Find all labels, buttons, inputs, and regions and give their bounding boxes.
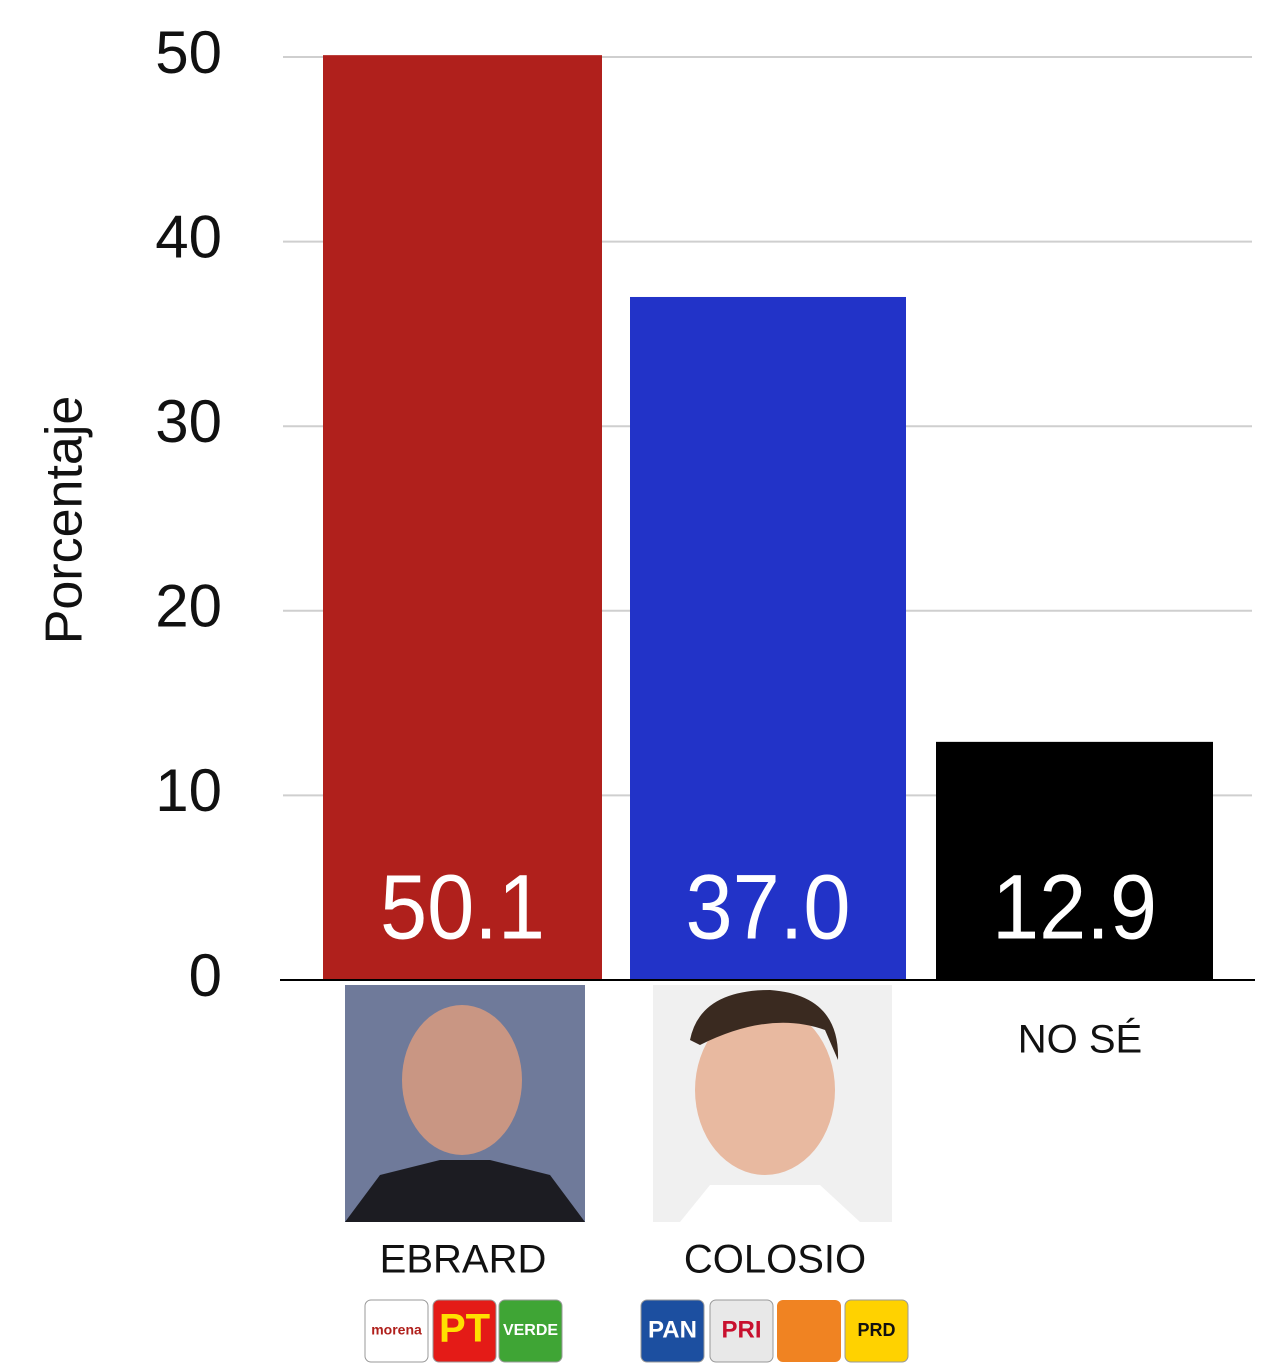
party-logo-label: PRD bbox=[857, 1320, 895, 1340]
y-axis-label: Porcentaje bbox=[36, 396, 94, 645]
party-logo-label: morena bbox=[371, 1322, 422, 1338]
value-label: 37.0 bbox=[686, 856, 851, 958]
bar bbox=[323, 55, 602, 981]
face bbox=[695, 1005, 835, 1175]
value-label: 12.9 bbox=[992, 856, 1157, 958]
photos bbox=[345, 985, 892, 1362]
hair bbox=[690, 990, 839, 1060]
party-logo bbox=[640, 1299, 705, 1363]
party-logo-label: PT bbox=[439, 1307, 490, 1351]
x-tick-label: COLOSIO bbox=[684, 1238, 866, 1282]
y-tick-label: 0 bbox=[189, 942, 222, 1009]
party-logo-label: PRI bbox=[721, 1316, 761, 1343]
x-tick-label: NO SÉ bbox=[1018, 1017, 1142, 1062]
party-logo bbox=[844, 1299, 909, 1363]
party-logo-label: VERDE bbox=[503, 1322, 558, 1339]
x-tick-label: EBRARD bbox=[380, 1238, 547, 1282]
party-logo bbox=[364, 1299, 429, 1363]
mc-logo bbox=[777, 1300, 841, 1362]
party-logo-label: PAN bbox=[648, 1316, 697, 1343]
y-tick-label: 20 bbox=[155, 573, 222, 640]
y-tick-label: 10 bbox=[155, 757, 222, 824]
party-logo bbox=[432, 1299, 497, 1363]
party-logo bbox=[498, 1299, 563, 1363]
y-tick-label: 30 bbox=[155, 388, 222, 455]
bar bbox=[630, 296, 906, 981]
y-tick-label: 50 bbox=[155, 19, 222, 86]
face bbox=[402, 1005, 522, 1155]
party-logo bbox=[709, 1299, 774, 1363]
suit bbox=[345, 1160, 585, 1222]
shirt bbox=[680, 1185, 860, 1222]
value-label: 50.1 bbox=[380, 856, 545, 958]
y-tick-label: 40 bbox=[155, 203, 222, 270]
bar bbox=[936, 741, 1213, 980]
